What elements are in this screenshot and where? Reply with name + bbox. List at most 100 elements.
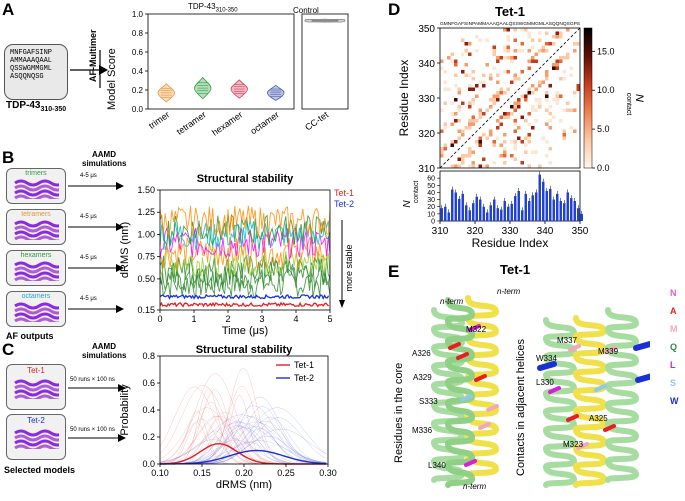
plot-frame — [159, 189, 331, 311]
nterm-label: n-term — [463, 482, 487, 491]
contact-cell — [548, 126, 552, 130]
contact-bar — [496, 208, 499, 221]
contact-cell — [545, 70, 549, 74]
x-axis-label: dRMS (nm) — [216, 479, 272, 491]
bar-y-label-sub: contact — [413, 181, 420, 204]
probability-chart: Structural stability 0.0 0.2 0.4 0.6 0.8 0.10 0… — [119, 344, 337, 491]
contact-cell — [492, 49, 496, 53]
contact-cell — [471, 119, 475, 123]
contact-cell — [457, 119, 461, 123]
contact-cell — [443, 101, 447, 105]
contact-cell — [450, 143, 454, 147]
helix-structure-figure — [431, 295, 650, 488]
panel-letter-a: A — [2, 0, 15, 19]
residue-sidechain — [548, 386, 561, 394]
helix-ribbon — [543, 390, 578, 415]
contact-cell — [559, 77, 563, 81]
contact-cell — [464, 49, 468, 53]
x-axis-label: Time (μs) — [222, 325, 268, 337]
contact-cell — [471, 98, 475, 102]
contact-bar — [573, 201, 576, 221]
y-tick-label: 0.2 — [132, 86, 144, 95]
contact-bar — [514, 196, 517, 221]
mean-distribution-Tet-2 — [160, 449, 327, 465]
contact-cell — [499, 143, 503, 147]
contact-cell — [468, 119, 472, 123]
contact-cell — [562, 56, 566, 60]
contact-cell — [545, 49, 549, 53]
residue-label: A329 — [413, 373, 432, 382]
x-tick-label: 0.15 — [193, 468, 211, 478]
contact-cell — [496, 98, 500, 102]
y-tick-label: 0.6 — [132, 48, 144, 57]
y-tick-label: 1.25 — [137, 207, 155, 217]
y-tick-label: 0.0 — [142, 459, 155, 469]
contact-cell — [555, 94, 559, 98]
series-Tet-1 — [159, 301, 330, 308]
residue-sidechain — [486, 404, 499, 412]
contact-bar — [472, 203, 475, 221]
contact-cell — [562, 108, 566, 112]
contact-cell — [478, 112, 482, 116]
selected-model-tet1: Tet-1 — [6, 364, 66, 410]
bar-frame — [439, 170, 581, 222]
contact-cell — [534, 98, 538, 102]
legend-entry: Tet-1 — [334, 188, 354, 198]
contact-cell — [541, 49, 545, 53]
contact-cell — [457, 105, 461, 109]
contact-cell — [569, 108, 573, 112]
legend-code: Q — [670, 342, 678, 352]
contact-cell — [461, 161, 465, 165]
colorbar — [583, 27, 593, 169]
contact-bar — [493, 199, 496, 221]
colorbar-label-sub: contact — [625, 93, 632, 116]
contact-cell — [520, 115, 524, 119]
contact-cell — [562, 136, 566, 140]
contact-cell — [534, 59, 538, 63]
contact-bar — [447, 212, 450, 221]
x-tick-label: 0 — [157, 314, 162, 324]
residue-sidechain — [603, 424, 616, 432]
contact-cell — [492, 143, 496, 147]
contact-cell — [503, 91, 507, 95]
contact-cell — [513, 28, 517, 32]
contact-bar — [559, 201, 562, 221]
contact-cell — [545, 42, 549, 46]
y-tick-label: 0.0 — [132, 105, 144, 114]
contact-cell — [471, 161, 475, 165]
contact-cell — [513, 119, 517, 123]
background-trajectory — [159, 255, 331, 286]
helix-ribbon — [445, 440, 476, 468]
contact-bar — [531, 195, 534, 221]
x-tick-label: CC-tet — [303, 109, 330, 132]
residue-sidechain — [448, 342, 461, 350]
bar-y-tick-label: 50 — [427, 183, 435, 190]
contact-cell — [566, 108, 570, 112]
contact-cell — [443, 70, 447, 74]
contact-cell — [548, 84, 552, 88]
contact-cell — [461, 129, 465, 133]
contact-cell — [538, 80, 542, 84]
colorbar-tick-label: 5.0 — [597, 124, 610, 134]
contact-cell — [548, 147, 552, 151]
contact-cell — [545, 154, 549, 158]
residue-label: W334 — [536, 354, 557, 363]
y-tick-label: 1.00 — [137, 229, 155, 239]
residue-sidechain — [633, 341, 650, 351]
contact-cell — [524, 143, 528, 147]
panel-letter-e: E — [388, 262, 400, 281]
control-label: Control — [293, 6, 319, 15]
contact-cell — [513, 101, 517, 105]
run-distribution — [160, 417, 327, 465]
time-label: 4-5 μs — [80, 296, 97, 302]
residue-label: A326 — [412, 349, 431, 358]
contact-bar — [475, 196, 478, 221]
contact-cell — [513, 140, 517, 144]
mini-model-octamers: octamers — [6, 291, 66, 327]
contact-cell — [503, 150, 507, 154]
contact-bar — [524, 193, 527, 221]
y-tick-label: 0.8 — [142, 351, 155, 361]
contact-cell — [492, 45, 496, 49]
y-tick-label: 350 — [418, 24, 435, 35]
contact-cell — [517, 49, 521, 53]
